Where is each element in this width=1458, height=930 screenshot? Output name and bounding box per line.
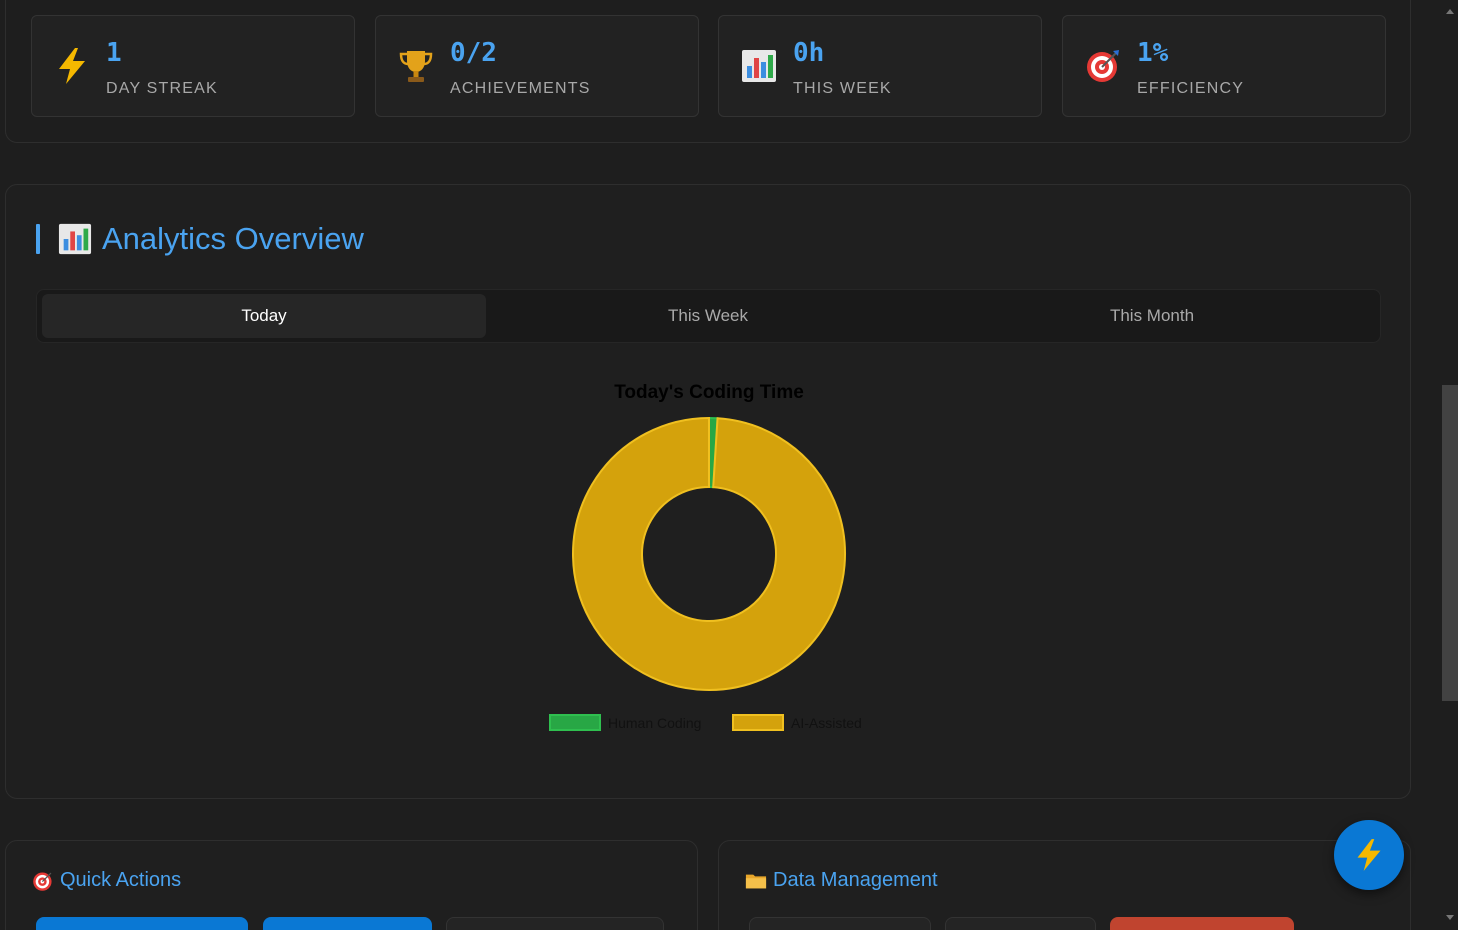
folder-icon — [745, 870, 767, 892]
stat-label: ACHIEVEMENTS — [450, 80, 591, 97]
period-tabs: Today This Week This Month — [36, 289, 1381, 343]
tab-this-month[interactable]: This Month — [1109, 306, 1195, 325]
data-action-button[interactable] — [749, 917, 931, 930]
doughnut-chart: Today's Coding Time Human Coding AI-Assis… — [549, 382, 862, 731]
target-icon — [32, 870, 54, 892]
stat-card-efficiency: 1% EFFICIENCY — [1062, 15, 1386, 117]
tab-today[interactable]: Today — [42, 294, 486, 338]
chart-title: Today's Coding Time — [614, 382, 804, 403]
quick-actions-title: Quick Actions — [60, 869, 182, 891]
tab-this-week[interactable]: This Week — [668, 306, 748, 325]
stat-label: THIS WEEK — [793, 80, 892, 97]
stat-card-achievements: 0/2 ACHIEVEMENTS — [375, 15, 699, 117]
legend-swatch[interactable] — [549, 714, 601, 731]
quick-action-button[interactable] — [446, 917, 664, 930]
chart-container: Today's Coding Time Human Coding AI-Assis… — [6, 185, 1412, 800]
quick-action-fab[interactable] — [1334, 820, 1404, 890]
data-action-button[interactable] — [945, 917, 1096, 930]
stat-value: 1% — [1137, 38, 1169, 68]
data-management-panel: Data Management — [718, 840, 1411, 930]
danger-action-button[interactable] — [1110, 917, 1294, 930]
page-title: Analytics Overview — [102, 221, 364, 256]
chart-slices — [572, 416, 846, 691]
scrollbar-thumb[interactable] — [1442, 385, 1458, 701]
stat-card-streak: 1 DAY STREAK — [31, 15, 355, 117]
bar-chart-icon — [739, 46, 779, 86]
chart-legend: Human Coding AI-Assisted — [549, 714, 862, 731]
section-title: Analytics Overview — [36, 221, 364, 257]
section-title: Data Management — [745, 869, 938, 892]
stat-value: 1 — [106, 38, 122, 68]
scroll-up-arrow-icon[interactable] — [1446, 9, 1454, 14]
legend-label[interactable]: AI-Assisted — [791, 715, 862, 731]
trophy-icon — [396, 46, 436, 86]
data-management-title: Data Management — [773, 869, 938, 891]
quick-action-button[interactable] — [36, 917, 248, 930]
bar-chart-icon — [58, 222, 92, 256]
stat-value: 0/2 — [450, 38, 497, 68]
scroll-down-arrow-icon[interactable] — [1446, 915, 1454, 920]
scrollbar[interactable] — [1442, 0, 1458, 930]
section-title: Quick Actions — [32, 869, 181, 892]
stat-value: 0h — [793, 38, 825, 68]
lightning-icon — [52, 46, 92, 86]
analytics-overview-panel: Analytics Overview Today This Week This … — [5, 184, 1411, 799]
quick-action-button[interactable] — [263, 917, 432, 930]
chart-slice-ai-assisted[interactable] — [572, 416, 846, 691]
target-icon — [1083, 46, 1123, 86]
stat-label: DAY STREAK — [106, 80, 218, 97]
stat-card-week: 0h THIS WEEK — [718, 15, 1042, 117]
legend-label[interactable]: Human Coding — [608, 715, 701, 731]
quick-actions-panel: Quick Actions — [5, 840, 698, 930]
stat-label: EFFICIENCY — [1137, 80, 1245, 97]
title-accent-bar — [36, 224, 40, 254]
lightning-icon — [1357, 839, 1381, 871]
legend-swatch[interactable] — [732, 714, 784, 731]
